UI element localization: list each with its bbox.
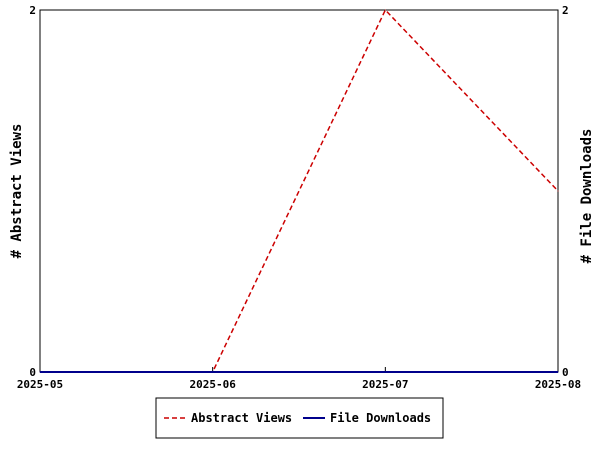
data-point-abstract-views (557, 190, 559, 192)
x-tick-label: 2025-05 (17, 378, 63, 391)
y-tick-left-top: 2 (29, 4, 36, 17)
data-point-file-downloads (212, 371, 214, 373)
series-layer (39, 8, 559, 373)
y-tick-right-top: 2 (562, 4, 569, 17)
legend-box (155, 397, 444, 439)
series-line-abstract-views (40, 8, 559, 373)
plot-area (39, 9, 559, 373)
data-point-file-downloads (39, 371, 41, 373)
legend-label-file-downloads: File Downloads (330, 411, 431, 425)
data-point-file-downloads (384, 371, 386, 373)
y-tick-right-bottom: 0 (562, 366, 569, 379)
y-tick-left-bottom: 0 (29, 366, 36, 379)
x-axis-ticks: 2025-05 2025-06 2025-07 2025-08 (17, 367, 581, 391)
x-tick-label: 2025-08 (535, 378, 581, 391)
legend: Abstract Views File Downloads (155, 397, 444, 439)
data-point-file-downloads (557, 371, 559, 373)
y-axis-title-right: # File Downloads (579, 129, 595, 264)
legend-label-abstract-views: Abstract Views (191, 411, 292, 425)
x-tick-label: 2025-07 (362, 378, 408, 391)
data-point-abstract-views (384, 9, 386, 11)
y-axis-title-left: # Abstract Views (9, 124, 25, 259)
x-tick-label: 2025-06 (189, 378, 236, 391)
